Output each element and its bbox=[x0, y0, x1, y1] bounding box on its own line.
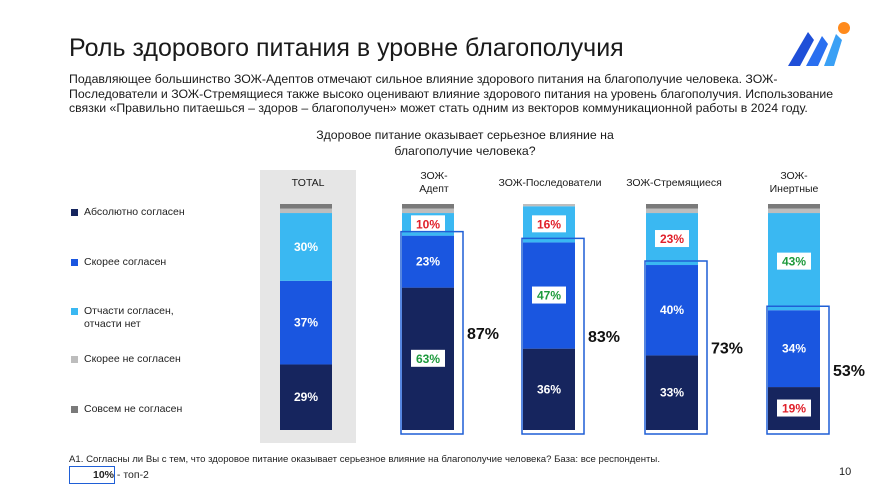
group-label-adept: ЗОЖ- Адепт bbox=[419, 170, 449, 195]
data-label-box bbox=[777, 252, 811, 270]
bar-segment bbox=[768, 310, 820, 388]
group-label-aspiring: ЗОЖ-Стремящиеся bbox=[626, 177, 722, 189]
data-label: 43% bbox=[782, 255, 806, 269]
bar-segment bbox=[402, 204, 454, 209]
group-label-inert: ЗОЖ- Инертные bbox=[769, 170, 819, 195]
data-label: 30% bbox=[294, 240, 318, 254]
data-label-box bbox=[411, 349, 445, 367]
legend-item-absolutely-agree: Абсолютно согласен bbox=[84, 206, 185, 218]
top2-bracket bbox=[644, 260, 708, 435]
legend-item-rather-disagree: Скорее не согласен bbox=[84, 353, 181, 365]
bar-segment bbox=[280, 213, 332, 281]
data-label: 10% bbox=[416, 217, 440, 231]
data-label-box bbox=[655, 230, 689, 248]
intro-text: Подавляющее большинство ЗОЖ-Адептов отме… bbox=[69, 72, 834, 115]
legend-swatch bbox=[71, 209, 78, 216]
top2-bracket bbox=[400, 230, 464, 435]
top2-legend-box bbox=[69, 466, 115, 484]
legend-item-totally-disagree: Совсем не согласен bbox=[84, 403, 183, 415]
top2-bracket bbox=[766, 305, 830, 435]
bar-segment bbox=[646, 355, 698, 430]
data-label: 23% bbox=[660, 232, 684, 246]
page-number: 10 bbox=[839, 466, 852, 478]
bar-segment bbox=[523, 348, 575, 430]
chart-title: Здоровое питание оказывает серьезное вли… bbox=[316, 128, 614, 158]
top2-bracket bbox=[521, 237, 585, 435]
legend-swatch bbox=[71, 259, 78, 266]
data-label: 23% bbox=[416, 255, 440, 269]
group-label-total: TOTAL bbox=[291, 177, 325, 189]
bar-segment bbox=[402, 208, 454, 214]
data-label-box bbox=[532, 215, 566, 233]
data-label: 36% bbox=[537, 382, 561, 396]
bar-segment bbox=[646, 265, 698, 356]
data-label-box bbox=[777, 399, 811, 417]
top2-value: 73% bbox=[711, 341, 743, 358]
data-label: 33% bbox=[660, 386, 684, 400]
top2-legend-label: - топ-2 bbox=[114, 469, 149, 481]
bar-segment bbox=[768, 208, 820, 214]
data-label: 63% bbox=[416, 352, 440, 366]
bar-segment bbox=[280, 364, 332, 430]
data-label: 34% bbox=[782, 342, 806, 356]
bar-segment bbox=[646, 208, 698, 214]
bar-segment bbox=[280, 208, 332, 214]
legend-item-partly-agree: Отчасти согласен, отчасти нет bbox=[84, 305, 174, 330]
page-title: Роль здорового питания в уровне благопол… bbox=[69, 34, 624, 62]
data-label: 40% bbox=[660, 303, 684, 317]
data-label: 47% bbox=[537, 289, 561, 303]
legend-swatch bbox=[71, 308, 78, 315]
company-logo-icon bbox=[788, 22, 850, 66]
data-label: 16% bbox=[537, 217, 561, 231]
footnote: А1. Согласны ли Вы с тем, что здоровое п… bbox=[69, 454, 660, 465]
top2-legend-text: 10% - топ-2 bbox=[93, 469, 149, 481]
data-label-box bbox=[411, 215, 445, 233]
top2-value: 83% bbox=[588, 329, 620, 346]
top2-value: 87% bbox=[467, 326, 499, 343]
legend-swatch bbox=[71, 406, 78, 413]
bar-segment bbox=[646, 204, 698, 209]
bar-segment bbox=[523, 204, 575, 207]
bar-segment bbox=[768, 204, 820, 209]
data-label: 29% bbox=[294, 390, 318, 404]
legend-item-rather-agree: Скорее согласен bbox=[84, 256, 167, 268]
bar-segment bbox=[280, 280, 332, 365]
top2-value: 53% bbox=[833, 363, 865, 380]
group-label-followers: ЗОЖ-Последователи bbox=[498, 177, 602, 189]
bar-segment bbox=[402, 235, 454, 288]
data-label: 37% bbox=[294, 316, 318, 330]
bar-segment bbox=[280, 204, 332, 209]
legend-swatch bbox=[71, 356, 78, 363]
data-label: 19% bbox=[782, 402, 806, 416]
data-label-box bbox=[532, 286, 566, 304]
top2-legend-value: 10% bbox=[93, 469, 115, 481]
